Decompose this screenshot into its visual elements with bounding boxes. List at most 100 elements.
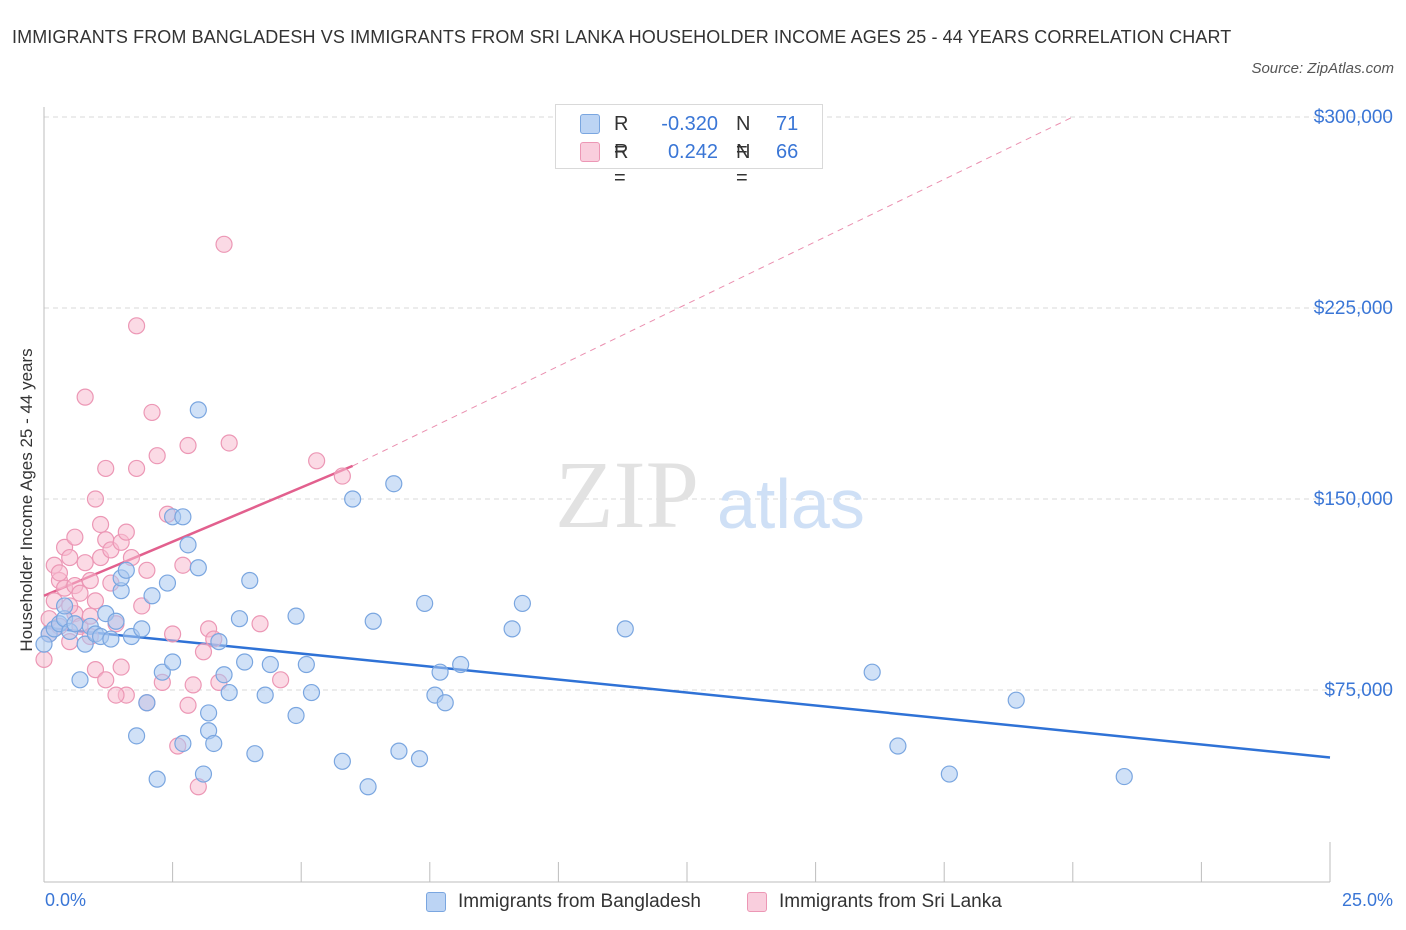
data-point-bangladesh: [385, 475, 403, 493]
data-point-sri-lanka: [76, 388, 94, 406]
data-point-sri-lanka: [117, 523, 135, 541]
y-tick-label: $75,000: [1324, 680, 1393, 701]
data-point-sri-lanka: [50, 564, 69, 582]
data-point-sri-lanka: [76, 554, 94, 572]
data-point-bangladesh: [889, 737, 907, 755]
data-point-sri-lanka: [148, 447, 166, 465]
data-point-sri-lanka: [184, 676, 202, 694]
data-point-bangladesh: [205, 734, 223, 753]
y-tick-label: $150,000: [1314, 489, 1393, 510]
data-point-bangladesh: [138, 694, 156, 712]
chart-title: IMMIGRANTS FROM BANGLADESH VS IMMIGRANTS…: [12, 27, 1232, 47]
watermark-atlas: atlas: [717, 465, 865, 543]
data-point-bangladesh: [287, 706, 305, 725]
data-point-bangladesh: [55, 597, 74, 615]
data-point-bangladesh: [164, 653, 182, 671]
data-point-bangladesh: [200, 704, 218, 722]
x-tick-min: 0.0%: [45, 890, 87, 910]
data-point-bangladesh: [153, 663, 171, 681]
grid-lines: [44, 116, 1392, 691]
data-point-sri-lanka: [194, 643, 213, 661]
data-point-bangladesh: [513, 594, 531, 613]
legend-r-label: R =: [614, 113, 629, 161]
data-point-sri-lanka: [138, 561, 156, 579]
data-point-bangladesh: [436, 694, 454, 712]
trend-line-bangladesh: [43, 626, 1331, 759]
data-point-bangladesh: [236, 653, 254, 671]
data-point-sri-lanka: [81, 571, 99, 590]
data-point-sri-lanka: [127, 459, 146, 478]
series-bangladesh: [35, 401, 1133, 796]
legend-n-value: 71: [776, 113, 799, 135]
data-point-sri-lanka: [107, 686, 125, 704]
data-point-bangladesh: [863, 663, 881, 681]
data-point-bangladesh: [102, 630, 120, 648]
data-point-sri-lanka: [179, 436, 197, 455]
data-point-bangladesh: [297, 655, 315, 674]
x-tick-max: 25.0%: [1341, 890, 1393, 910]
stats-legend: R = -0.320 N = 71 R = 0.242 N = 66: [555, 104, 823, 189]
bottom-legend-swatch-pink: [747, 892, 767, 912]
y-tick-labels: $75,000 $150,000 $225,000 $300,000: [1314, 107, 1393, 701]
data-point-bangladesh: [174, 508, 192, 526]
data-point-sri-lanka: [112, 658, 130, 676]
data-point-bangladesh: [256, 686, 274, 704]
data-point-sri-lanka: [179, 696, 197, 714]
data-point-bangladesh: [66, 615, 84, 633]
y-axis-title-wrap: Householder Income Ages 25 - 44 years: [12, 320, 42, 680]
data-point-bangladesh: [302, 683, 321, 702]
data-point-bangladesh: [241, 571, 259, 590]
data-point-bangladesh: [189, 401, 207, 419]
data-point-bangladesh: [35, 635, 53, 653]
data-point-bangladesh: [287, 607, 305, 625]
data-point-sri-lanka: [66, 528, 84, 546]
data-point-bangladesh: [431, 663, 449, 681]
legend-swatch-blue: [580, 114, 600, 134]
data-point-bangladesh: [359, 778, 377, 796]
data-point-sri-lanka: [143, 403, 161, 422]
data-point-sri-lanka: [86, 661, 105, 679]
data-point-bangladesh: [215, 666, 233, 684]
data-point-sri-lanka: [308, 452, 326, 470]
data-point-sri-lanka: [251, 615, 269, 633]
bottom-legend-swatch-blue: [426, 892, 446, 912]
source-label: Source: ZipAtlas.com: [1251, 60, 1394, 77]
data-point-bangladesh: [210, 633, 228, 651]
data-point-sri-lanka: [97, 459, 115, 478]
data-point-bangladesh: [174, 734, 192, 753]
data-point-bangladesh: [143, 587, 161, 605]
data-point-bangladesh: [452, 655, 470, 674]
legend-n-value: 66: [776, 141, 799, 163]
data-point-sri-lanka: [97, 671, 115, 689]
data-point-bangladesh: [194, 765, 213, 783]
series-sri-lanka: [35, 235, 351, 796]
data-point-bangladesh: [179, 536, 197, 554]
data-point-sri-lanka: [127, 317, 146, 335]
data-point-sri-lanka: [86, 490, 105, 508]
y-axis-title: Householder Income Ages 25 - 44 years: [17, 348, 36, 652]
data-point-bangladesh: [127, 727, 146, 745]
data-point-bangladesh: [364, 612, 382, 630]
data-point-bangladesh: [344, 490, 362, 508]
data-point-bangladesh: [117, 561, 135, 579]
data-point-sri-lanka: [71, 584, 89, 602]
data-point-bangladesh: [940, 765, 958, 783]
data-point-bangladesh: [158, 574, 177, 592]
axes: [43, 107, 1331, 883]
data-point-bangladesh: [503, 620, 521, 638]
legend-swatch-pink: [580, 142, 600, 162]
data-point-bangladesh: [246, 745, 264, 763]
data-point-bangladesh: [220, 683, 238, 702]
watermark-zip: ZIP: [555, 441, 699, 548]
data-point-bangladesh: [333, 752, 351, 770]
data-point-bangladesh: [1115, 767, 1133, 786]
bottom-legend-label: Immigrants from Sri Lanka: [779, 891, 1002, 912]
data-point-bangladesh: [230, 610, 249, 628]
bottom-legend-label: Immigrants from Bangladesh: [458, 891, 701, 912]
data-point-bangladesh: [616, 620, 634, 638]
data-point-bangladesh: [261, 655, 279, 674]
data-point-sri-lanka: [61, 548, 79, 567]
data-point-sri-lanka: [215, 235, 233, 253]
data-point-bangladesh: [189, 559, 207, 577]
